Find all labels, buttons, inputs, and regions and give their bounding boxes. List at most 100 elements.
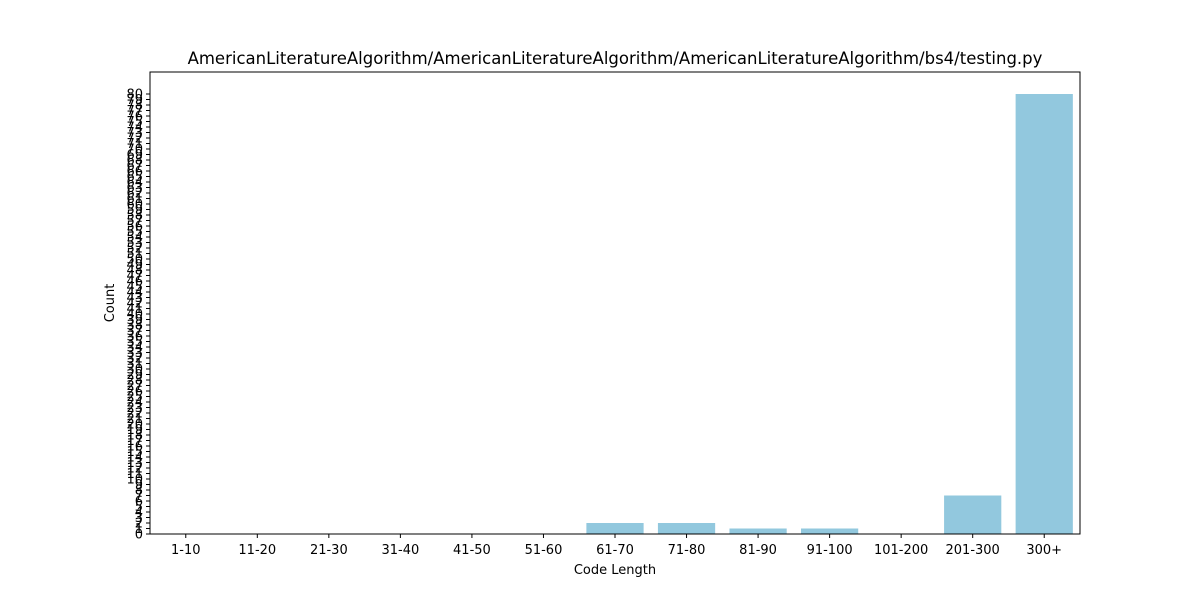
x-axis: 1-10 11-20 21-30 31-40 41-50 51-60 61-70 71-80 8… (171, 534, 1062, 558)
bar-61-70 (586, 523, 644, 534)
x-tick-label: 300+ (1026, 543, 1062, 558)
chart-title: AmericanLiteratureAlgorithm/AmericanLite… (188, 49, 1043, 68)
y-axis-label: Count (103, 284, 118, 323)
y-tick-label: 47 (126, 269, 143, 284)
y-tick-label: 43 (126, 291, 143, 306)
y-tick-label: 26 (126, 385, 143, 400)
y-tick-label: 28 (126, 374, 143, 389)
y-tick-label: 49 (126, 258, 143, 273)
y-tick-label: 51 (126, 247, 143, 262)
y-tick-label: 73 (126, 126, 143, 141)
y-tick-label: 10 (126, 473, 143, 488)
x-tick-label: 31-40 (381, 543, 419, 558)
y-tick-label: 38 (126, 319, 143, 334)
x-tick-label: 201-300 (946, 543, 1000, 558)
y-tick-label: 53 (126, 236, 143, 251)
y-tick-label: 7 (135, 489, 143, 504)
y-tick-label: 14 (126, 451, 143, 466)
y-tick-label: 44 (126, 286, 143, 301)
y-tick-label: 42 (126, 297, 143, 312)
y-tick-label: 64 (126, 176, 143, 191)
x-tick-label: 11-20 (238, 543, 276, 558)
y-tick-label: 20 (126, 418, 143, 433)
y-tick-label: 46 (126, 275, 143, 290)
y-tick-label: 60 (126, 198, 143, 213)
y-tick-label: 11 (126, 467, 143, 482)
y-tick-label: 58 (126, 209, 143, 224)
y-tick-label: 37 (126, 324, 143, 339)
y-tick-label: 27 (126, 379, 143, 394)
bars-group (586, 94, 1073, 534)
y-tick-label: 52 (126, 242, 143, 257)
y-tick-label: 31 (126, 357, 143, 372)
y-tick-label: 72 (126, 132, 143, 147)
y-tick-label: 45 (126, 280, 143, 295)
y-tick-label: 16 (126, 440, 143, 455)
y-tick-label: 59 (126, 203, 143, 218)
y-tick-label: 62 (126, 187, 143, 202)
y-tick-label: 5 (135, 500, 143, 515)
y-tick-label: 6 (135, 495, 143, 510)
x-tick-label: 71-80 (668, 543, 706, 558)
y-tick-label: 25 (126, 390, 143, 405)
y-tick-label: 13 (126, 456, 143, 471)
y-tick-label: 15 (126, 445, 143, 460)
y-tick-label: 2 (135, 517, 143, 532)
y-tick-label: 48 (126, 264, 143, 279)
bar-81-90 (729, 528, 787, 534)
y-tick-label: 66 (126, 165, 143, 180)
y-tick-label: 35 (126, 335, 143, 350)
x-tick-label: 61-70 (596, 543, 634, 558)
y-tick-label: 68 (126, 154, 143, 169)
y-tick-label: 12 (126, 462, 143, 477)
y-tick-label: 9 (135, 478, 143, 493)
x-tick-label: 1-10 (171, 543, 201, 558)
y-tick-label: 80 (126, 88, 143, 103)
y-tick-label: 21 (126, 412, 143, 427)
bar-71-80 (657, 523, 716, 534)
y-tick-label: 67 (126, 159, 143, 174)
y-tick-label: 18 (126, 429, 143, 444)
y-tick-label: 22 (126, 407, 143, 422)
x-axis-label: Code Length (574, 563, 656, 578)
bar-91-100 (801, 528, 859, 534)
y-tick-label: 41 (126, 302, 143, 317)
y-tick-label: 78 (126, 99, 143, 114)
y-tick-label: 36 (126, 330, 143, 345)
y-tick-label: 69 (126, 148, 143, 163)
y-tick-label: 50 (126, 253, 143, 268)
x-tick-label: 51-60 (525, 543, 563, 558)
y-tick-label: 74 (126, 121, 143, 136)
x-tick-label: 91-100 (807, 543, 853, 558)
y-tick-label: 0 (135, 528, 143, 543)
bar-201-300 (944, 495, 1002, 534)
y-tick-label: 3 (135, 511, 143, 526)
y-tick-label: 57 (126, 214, 143, 229)
x-tick-label: 101-200 (874, 543, 928, 558)
y-tick-label: 77 (126, 104, 143, 119)
y-tick-label: 79 (126, 93, 143, 108)
y-tick-label: 32 (126, 352, 143, 367)
y-tick-label: 17 (126, 434, 143, 449)
y-tick-label: 65 (126, 170, 143, 185)
y-tick-label: 19 (126, 423, 143, 438)
x-tick-label: 81-90 (739, 543, 777, 558)
y-tick-label: 29 (126, 368, 143, 383)
y-tick-label: 61 (126, 192, 143, 207)
y-tick-label: 75 (126, 115, 143, 130)
y-tick-label: 30 (126, 363, 143, 378)
y-tick-label: 8 (135, 484, 143, 499)
y-tick-label: 23 (126, 401, 143, 416)
y-tick-label: 76 (126, 110, 143, 125)
y-tick-label: 1 (135, 522, 143, 537)
y-tick-label: 4 (135, 506, 143, 521)
y-tick-label: 54 (126, 231, 143, 246)
y-tick-label: 55 (126, 225, 143, 240)
plot-frame (149, 71, 1081, 535)
y-tick-label: 40 (126, 308, 143, 323)
y-tick-label: 56 (126, 220, 143, 235)
y-tick-label: 63 (126, 181, 143, 196)
y-axis: 0123456789101112131415161718192021222324… (126, 88, 150, 543)
x-tick-label: 41-50 (453, 543, 491, 558)
